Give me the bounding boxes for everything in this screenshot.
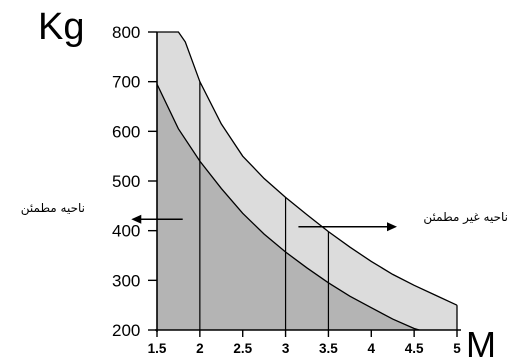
y-tick-label: 700 (112, 73, 140, 92)
x-tick-label: 5 (453, 341, 461, 356)
y-tick-label: 500 (112, 172, 140, 191)
safe-zone-label: ناحیه مطمئن (21, 201, 85, 216)
y-axis-unit: Kg (38, 6, 84, 48)
plot-areas (157, 32, 457, 330)
unsafe-zone-arrowhead (387, 222, 397, 232)
y-ticks: 200 300 400 500 600 700 800 (112, 23, 157, 340)
x-tick-label: 4 (368, 341, 376, 356)
upper-limit-curve (157, 31, 458, 306)
x-tick-label: 2 (196, 341, 204, 356)
safe-zone-area (157, 84, 420, 330)
unsafe-zone-annotation: ناحیه غیر مطمئن (298, 210, 508, 232)
unsafe-zone-label: ناحیه غیر مطمئن (423, 210, 508, 225)
safe-zone-arrowhead (131, 214, 142, 224)
y-tick-label: 400 (112, 222, 140, 241)
x-tick-label: 3.5 (319, 341, 338, 356)
x-ticks: 1.5 2 2.5 3 3.5 4 4.5 5 (148, 330, 461, 356)
y-tick-label: 600 (112, 122, 140, 141)
lower-limit-curve (156, 83, 420, 331)
safe-zone-annotation: ناحیه مطمئن (21, 201, 183, 224)
y-tick-label: 800 (112, 23, 140, 42)
y-tick-label: 200 (112, 321, 140, 340)
y-tick-label: 300 (112, 271, 140, 290)
x-tick-label: 3 (282, 341, 290, 356)
x-tick-label: 2.5 (233, 341, 252, 356)
x-tick-label: 1.5 (148, 341, 167, 356)
plot-lines (155, 31, 461, 332)
x-axis-unit: M (466, 324, 496, 360)
x-tick-label: 4.5 (405, 341, 424, 356)
